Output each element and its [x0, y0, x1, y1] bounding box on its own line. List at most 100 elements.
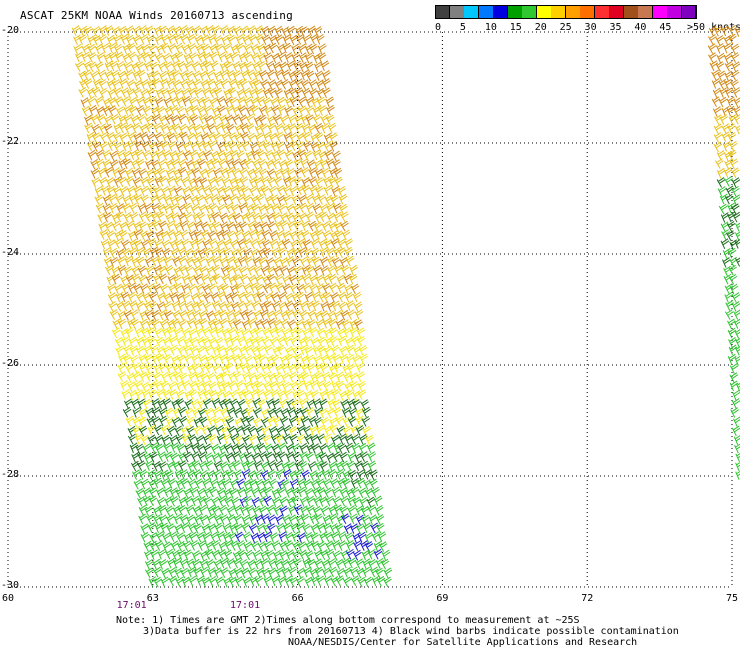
- wind-barb: [732, 87, 740, 98]
- wind-barb: [149, 150, 159, 162]
- wind-barb: [729, 158, 739, 170]
- wind-barb: [168, 567, 177, 578]
- wind-barb: [253, 460, 263, 471]
- wind-barb: [166, 132, 176, 144]
- wind-barb: [160, 141, 169, 152]
- wind-barb: [107, 292, 117, 303]
- wind-barb: [144, 353, 153, 365]
- wind-barb: [205, 540, 215, 552]
- wind-barb: [183, 336, 193, 348]
- wind-barb: [234, 523, 243, 534]
- wind-barb: [252, 79, 262, 91]
- wind-barb: [273, 176, 283, 187]
- wind-barb: [210, 158, 220, 169]
- wind-barb: [145, 460, 154, 471]
- wind-barb: [206, 372, 216, 383]
- wind-barb: [210, 194, 219, 205]
- wind-barb: [293, 353, 303, 365]
- wind-barb: [163, 194, 172, 206]
- wind-barb: [370, 522, 379, 534]
- wind-barb: [133, 478, 143, 490]
- wind-barb: [247, 470, 257, 481]
- wind-barb: [298, 549, 308, 561]
- wind-barb: [203, 193, 212, 205]
- wind-barb: [342, 557, 351, 569]
- wind-barb: [219, 567, 229, 578]
- wind-barb: [141, 336, 151, 348]
- wind-barb: [729, 283, 739, 295]
- wind-barb: [226, 230, 235, 242]
- wind-barb: [304, 291, 314, 303]
- wind-barb: [103, 211, 112, 223]
- wind-barb: [211, 406, 221, 418]
- wind-barb: [177, 363, 187, 374]
- wind-barb: [290, 495, 300, 507]
- wind-barb: [291, 194, 301, 206]
- wind-barb: [297, 541, 307, 552]
- wind-barb: [266, 310, 275, 321]
- wind-barb: [229, 335, 239, 347]
- wind-barb: [340, 513, 350, 524]
- wind-barb: [169, 203, 179, 214]
- wind-barb: [217, 51, 227, 63]
- wind-barb: [108, 42, 117, 54]
- wind-barb: [118, 158, 128, 169]
- wind-barb: [334, 221, 343, 233]
- wind-barb: [277, 247, 286, 258]
- wind-barb: [314, 177, 324, 188]
- wind-barb: [325, 96, 335, 108]
- wind-barb: [350, 575, 360, 587]
- wind-barb: [359, 353, 369, 365]
- wind-barb: [195, 380, 205, 392]
- wind-barb: [196, 51, 206, 63]
- wind-barb: [328, 282, 338, 294]
- wind-barb: [261, 371, 271, 383]
- wind-barb: [124, 255, 134, 267]
- wind-barb: [275, 566, 284, 578]
- wind-barb: [310, 523, 320, 534]
- wind-barb: [354, 309, 364, 320]
- wind-barb: [167, 140, 177, 152]
- wind-barb: [260, 363, 270, 374]
- wind-barb: [307, 415, 317, 427]
- wind-barb: [314, 132, 324, 143]
- wind-barb: [313, 354, 322, 366]
- wind-barb: [346, 309, 356, 321]
- wind-barb: [210, 539, 220, 551]
- wind-barb: [361, 416, 371, 427]
- wind-barb: [160, 34, 170, 45]
- wind-barb: [214, 522, 223, 534]
- wind-barb: [196, 345, 206, 357]
- wind-barb: [197, 388, 207, 400]
- wind-barb: [725, 185, 735, 197]
- wind-barb: [306, 443, 316, 454]
- wind-barb: [208, 185, 218, 197]
- wind-barb: [162, 389, 172, 400]
- wind-barb: [193, 566, 202, 578]
- wind-barb: [730, 43, 740, 55]
- wind-barb: [709, 60, 719, 72]
- wind-barb: [205, 256, 215, 267]
- wind-barb: [223, 345, 233, 356]
- wind-barb: [166, 416, 175, 428]
- wind-barb: [247, 220, 256, 232]
- wind-barb: [268, 34, 278, 46]
- wind-barb: [218, 317, 228, 329]
- wind-barb: [117, 167, 127, 179]
- wind-barb: [335, 371, 345, 383]
- wind-barb: [117, 176, 127, 188]
- wind-barb: [155, 336, 164, 348]
- wind-barb: [121, 282, 131, 294]
- wind-barb: [98, 34, 107, 45]
- wind-barb: [271, 398, 281, 410]
- wind-barb: [305, 114, 315, 126]
- wind-barb: [282, 522, 292, 533]
- wind-barb: [275, 282, 284, 294]
- wind-barb: [95, 149, 104, 161]
- wind-barb: [725, 230, 735, 241]
- wind-barb: [331, 539, 341, 551]
- wind-barb: [316, 433, 326, 445]
- wind-barb: [287, 123, 297, 134]
- wind-barb: [233, 513, 243, 525]
- wind-barb: [115, 211, 125, 223]
